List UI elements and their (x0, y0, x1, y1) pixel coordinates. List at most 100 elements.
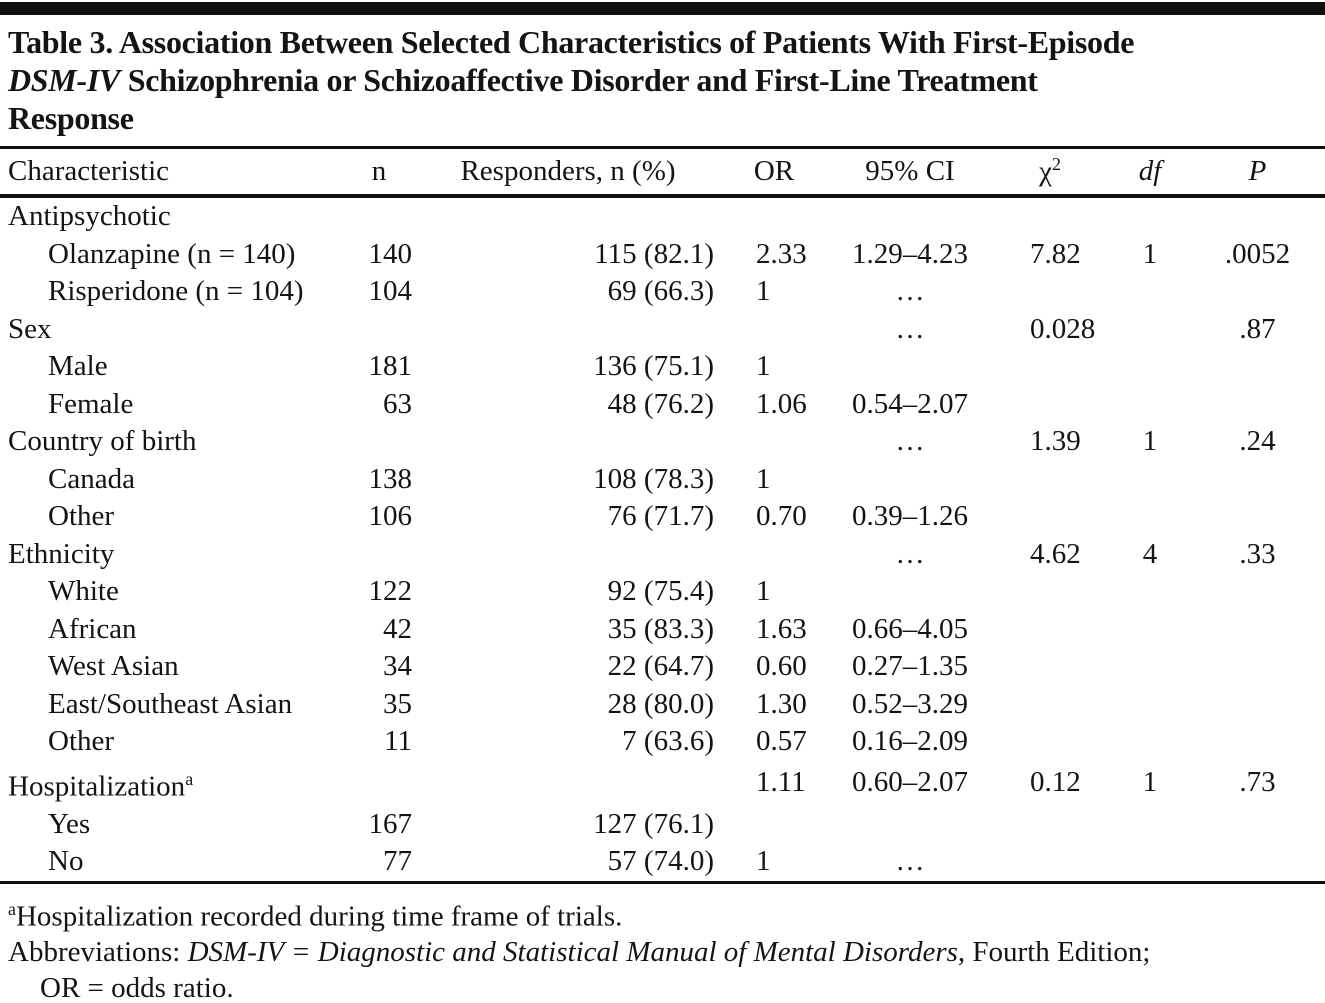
cell-characteristic: Hospitalizationa (0, 761, 340, 806)
cell-n: 140 (368, 237, 413, 270)
cell-df (1110, 686, 1190, 724)
table-row-ethnicity-other: Other 11 7 (63.6) 0.57 0.16–2.09 (0, 723, 1325, 761)
cell-chi (990, 273, 1110, 311)
cell-p (1190, 611, 1325, 649)
cell-p (1190, 723, 1325, 761)
cell-responders: 57 (74.0) (607, 845, 714, 878)
col-header-characteristic: Characteristic (0, 149, 340, 198)
cell-chi (990, 686, 1110, 724)
cell-n (340, 311, 418, 349)
cell-ci: 0.16–2.09 (852, 725, 968, 757)
cell-df (1110, 611, 1190, 649)
chi-exponent: 2 (1051, 154, 1061, 175)
cell-responders: 136 (75.1) (593, 350, 714, 382)
cell-ci: … (895, 537, 925, 570)
cell-characteristic: Other (48, 500, 115, 532)
cell-df (1110, 386, 1190, 424)
table-row-white: White 122 92 (75.4) 1 (0, 573, 1325, 611)
cell-characteristic: Other (48, 725, 115, 757)
cell-n (340, 196, 418, 236)
cell-n: 35 (383, 687, 412, 720)
footnote-a-text: Hospitalization recorded during time fra… (15, 900, 623, 933)
cell-n: 122 (368, 575, 413, 607)
cell-p: .0052 (1224, 237, 1291, 270)
cell-chi: 0.028 (1030, 312, 1096, 345)
cell-characteristic: Canada (48, 462, 135, 495)
cell-responders (418, 761, 718, 806)
cell-or: 1 (756, 845, 771, 878)
cell-characteristic: West Asian (48, 650, 179, 682)
header-row: Characteristic n Responders, n (%) OR 95… (0, 149, 1325, 198)
cell-chi (990, 196, 1110, 236)
cell-p (1190, 498, 1325, 536)
table-row-country-other: Other 106 76 (71.7) 0.70 0.39–1.26 (0, 498, 1325, 536)
cell-or: 1.06 (756, 387, 807, 420)
cell-n (340, 536, 418, 574)
table-row-olanzapine: Olanzapine (n = 140) 140 115 (82.1) 2.33… (0, 236, 1325, 274)
cell-p (1190, 843, 1325, 882)
cell-ci: … (895, 312, 925, 345)
cell-characteristic: Risperidone (n = 104) (48, 275, 304, 307)
cell-p (1190, 686, 1325, 724)
cell-p (1190, 386, 1325, 424)
cell-df (1110, 843, 1190, 882)
col-header-p: P (1190, 149, 1325, 198)
cell-or (718, 196, 830, 236)
cell-n (340, 761, 418, 806)
cell-ci (830, 806, 990, 844)
cell-p: .87 (1239, 312, 1276, 345)
cell-df (1110, 498, 1190, 536)
cell-or: 2.33 (756, 237, 807, 270)
table-title-line2: DSM-IV Schizophrenia or Schizoaffective … (8, 61, 1317, 99)
cell-responders: 115 (82.1) (594, 237, 714, 270)
cell-chi: 7.82 (1030, 237, 1081, 270)
cell-p (1190, 573, 1325, 611)
cell-n: 77 (383, 845, 412, 878)
cell-ci: 0.27–1.35 (852, 650, 968, 682)
cell-or: 1 (756, 350, 771, 382)
cell-chi (990, 573, 1110, 611)
table-title-line3: Response (8, 100, 134, 136)
cell-ci: 0.60–2.07 (852, 766, 968, 799)
cell-ci: … (895, 425, 925, 457)
cell-responders (418, 423, 718, 461)
cell-p (1190, 348, 1325, 386)
table-row-group-sex: Sex … 0.028 .87 (0, 311, 1325, 349)
cell-ci: 0.39–1.26 (852, 500, 968, 532)
table-row-group-antipsychotic: Antipsychotic (0, 196, 1325, 236)
cell-df (1110, 348, 1190, 386)
cell-ci: 0.52–3.29 (852, 687, 968, 720)
cell-ci (830, 573, 990, 611)
cell-n: 106 (368, 500, 413, 532)
cell-chi: 0.12 (1030, 766, 1081, 799)
table-row-group-hospitalization: Hospitalizationa 1.11 0.60–2.07 0.12 1 .… (0, 761, 1325, 806)
cell-or: 1 (756, 462, 771, 495)
table-row-group-country: Country of birth … 1.39 1 .24 (0, 423, 1325, 461)
cell-chi (990, 843, 1110, 882)
cell-n: 63 (383, 387, 412, 420)
cell-chi (990, 461, 1110, 499)
cell-responders (418, 196, 718, 236)
cell-characteristic: East/Southeast Asian (48, 687, 293, 720)
cell-chi: 1.39 (1030, 425, 1081, 457)
col-header-df: df (1110, 149, 1190, 198)
cell-n: 167 (368, 807, 413, 840)
cell-or: 1.11 (756, 766, 806, 799)
col-header-ci: 95% CI (830, 149, 990, 198)
cell-characteristic: Male (48, 350, 108, 382)
cell-df (1110, 723, 1190, 761)
cell-chi (990, 498, 1110, 536)
cell-chi (990, 348, 1110, 386)
cell-n: 104 (368, 275, 413, 307)
cell-characteristic: Ethnicity (8, 537, 115, 570)
table-row-female: Female 63 48 (76.2) 1.06 0.54–2.07 (0, 386, 1325, 424)
table-row-male: Male 181 136 (75.1) 1 (0, 348, 1325, 386)
cell-n (340, 423, 418, 461)
cell-characteristic: Olanzapine (n = 140) (48, 237, 296, 270)
cell-or: 1 (756, 275, 771, 307)
cell-df: 1 (1142, 237, 1158, 270)
cell-chi (990, 611, 1110, 649)
abbreviations-italic: DSM-IV = Diagnostic and Statistical Manu… (187, 936, 958, 969)
footnote-a-marker: a (185, 768, 194, 789)
table-row-west-asian: West Asian 34 22 (64.7) 0.60 0.27–1.35 (0, 648, 1325, 686)
